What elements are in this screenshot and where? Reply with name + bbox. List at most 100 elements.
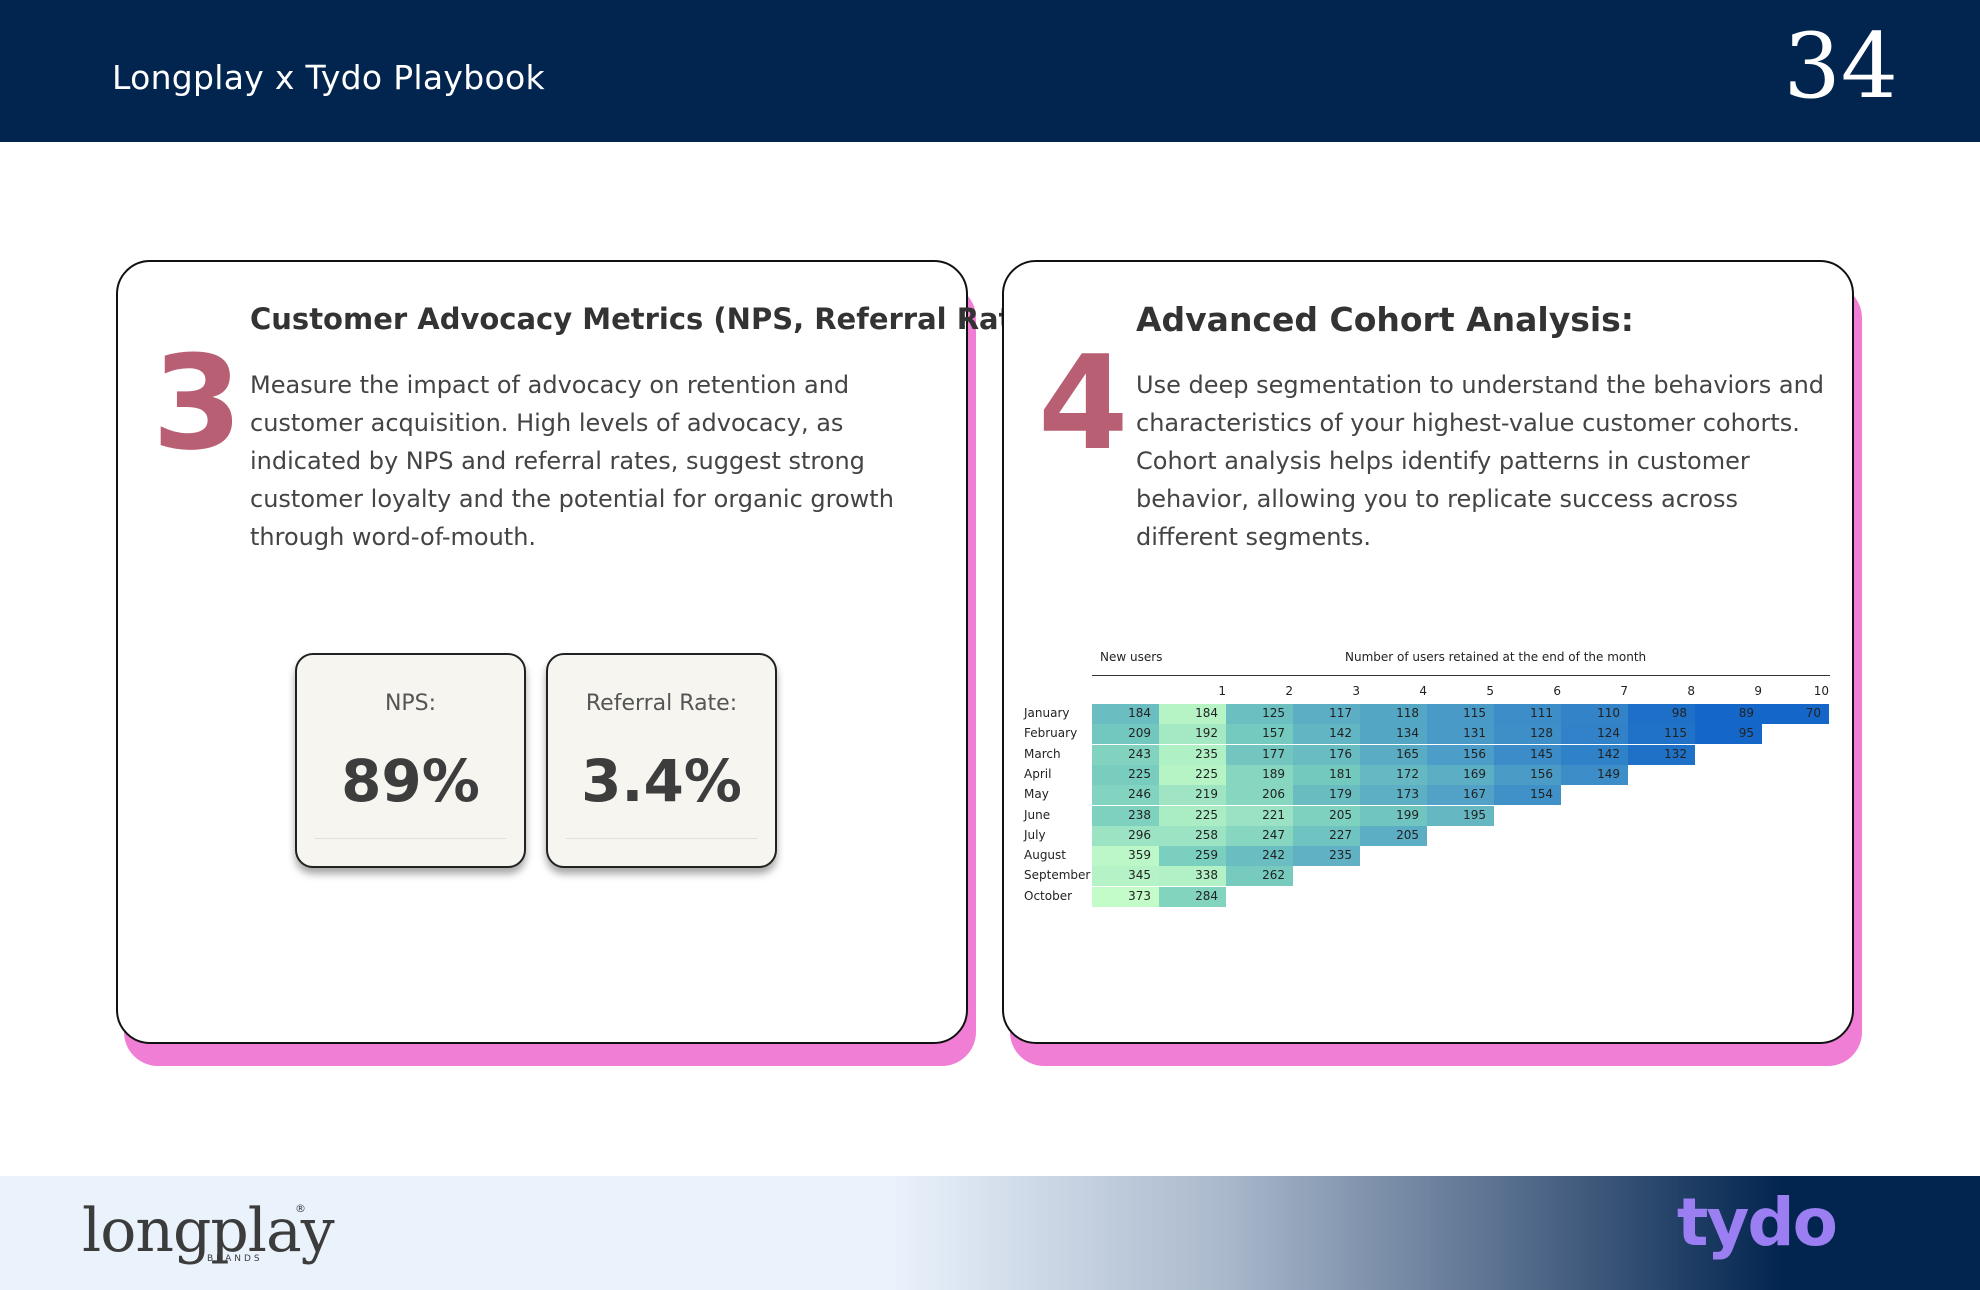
- cohort-heatmap: New users Number of users retained at th…: [1020, 640, 1830, 920]
- row-label: July: [1024, 827, 1046, 842]
- referral-rate-metric-card: Referral Rate: 3.4%: [546, 653, 777, 868]
- retention-cell: 131: [1427, 724, 1494, 745]
- retention-cell: 258: [1159, 825, 1226, 846]
- card-customer-advocacy: 3 Customer Advocacy Metrics (NPS, Referr…: [116, 260, 1057, 1044]
- retention-cell: 205: [1360, 825, 1427, 846]
- row-label: January: [1024, 706, 1070, 720]
- registered-mark: ®: [295, 1202, 306, 1215]
- retention-cell: 235: [1159, 744, 1226, 765]
- header-rule: [1092, 675, 1830, 676]
- row-label: May: [1024, 787, 1049, 802]
- retention-cell: 118: [1360, 704, 1427, 724]
- retention-cell: 111: [1494, 704, 1561, 724]
- retention-cell: 181: [1293, 764, 1360, 785]
- retention-cell: 165: [1360, 744, 1427, 765]
- row-label: March: [1024, 746, 1061, 761]
- new-users-cell: 296: [1092, 825, 1159, 846]
- column-label: 10: [1813, 684, 1829, 698]
- retention-cell: 145: [1494, 744, 1561, 765]
- new-users-cell: 184: [1092, 704, 1159, 724]
- card-body: Use deep segmentation to understand the …: [1136, 371, 1825, 551]
- retention-cell: 149: [1561, 764, 1628, 785]
- retention-cell: 142: [1561, 744, 1628, 765]
- retention-cell: 142: [1293, 724, 1360, 745]
- nps-value: 89%: [341, 747, 480, 815]
- footer-bar: longplay BRANDS ® tydo: [0, 1176, 1980, 1290]
- longplay-logo-subtitle: BRANDS: [207, 1254, 263, 1264]
- retention-cell: 177: [1226, 744, 1293, 765]
- retention-cell: 176: [1293, 744, 1360, 765]
- retention-cell: 156: [1427, 744, 1494, 765]
- row-label: February: [1024, 726, 1078, 741]
- retention-cell: 259: [1159, 846, 1226, 867]
- retention-cell: 262: [1226, 866, 1293, 887]
- row-label: June: [1024, 807, 1051, 822]
- retention-cell: 128: [1494, 724, 1561, 745]
- retention-cell: 225: [1159, 764, 1226, 785]
- retention-cell: 247: [1226, 825, 1293, 846]
- column-label: 4: [1419, 684, 1427, 698]
- card-body: Measure the impact of advocacy on retent…: [250, 371, 894, 551]
- retention-cell: 221: [1226, 805, 1293, 826]
- retention-cell: 195: [1427, 805, 1494, 826]
- retention-cell: 172: [1360, 764, 1427, 785]
- retention-cell: 157: [1226, 724, 1293, 745]
- retention-cell: 205: [1293, 805, 1360, 826]
- column-label: 3: [1352, 684, 1360, 698]
- row-label: October: [1024, 888, 1073, 903]
- page-number: 34: [1783, 14, 1898, 119]
- retention-cell: 189: [1226, 764, 1293, 785]
- retention-cell: 173: [1360, 785, 1427, 806]
- column-label: 2: [1285, 684, 1293, 698]
- new-users-cell: 373: [1092, 886, 1159, 907]
- retention-cell: 338: [1159, 866, 1226, 887]
- card-cohort-analysis: 4 Advanced Cohort Analysis: Use deep seg…: [1002, 260, 1854, 1044]
- nps-label: NPS:: [384, 691, 437, 716]
- retention-cell: 110: [1561, 704, 1628, 724]
- retention-cell: 242: [1226, 846, 1293, 867]
- retention-cell: 124: [1561, 724, 1628, 745]
- retention-cell: 95: [1695, 724, 1762, 745]
- column-label: 5: [1486, 684, 1494, 698]
- retention-cell: 169: [1427, 764, 1494, 785]
- retention-cell: 179: [1293, 785, 1360, 806]
- card-title: Advanced Cohort Analysis:: [1136, 300, 1634, 339]
- retention-cell: 98: [1628, 704, 1695, 724]
- retention-cell: 89: [1695, 704, 1762, 724]
- retention-cell: 225: [1159, 805, 1226, 826]
- card-number: 3: [152, 327, 243, 479]
- referral-rate-label: Referral Rate:: [585, 691, 738, 716]
- card-title: Customer Advocacy Metrics (NPS, Referral…: [250, 302, 1057, 336]
- row-label: August: [1024, 848, 1066, 863]
- metric-divider: [315, 838, 506, 839]
- metric-divider: [566, 838, 757, 839]
- nps-metric-card: NPS: 89%: [295, 653, 526, 868]
- new-users-cell: 225: [1092, 764, 1159, 785]
- retention-cell: 199: [1360, 805, 1427, 826]
- new-users-cell: 345: [1092, 866, 1159, 887]
- column-label: 8: [1687, 684, 1695, 698]
- column-label: 7: [1620, 684, 1628, 698]
- retention-cell: 117: [1293, 704, 1360, 724]
- new-users-cell: 246: [1092, 785, 1159, 806]
- new-users-cell: 209: [1092, 724, 1159, 745]
- longplay-logo: longplay: [82, 1196, 335, 1266]
- tydo-logo: tydo: [1676, 1184, 1838, 1261]
- row-label: April: [1024, 766, 1052, 781]
- retention-cell: 206: [1226, 785, 1293, 806]
- row-label: September: [1024, 868, 1091, 883]
- card-number: 4: [1038, 327, 1129, 479]
- column-label: 1: [1218, 684, 1226, 698]
- retention-cell: 154: [1494, 785, 1561, 806]
- retention-cell: 70: [1762, 704, 1829, 724]
- column-label: 6: [1553, 684, 1561, 698]
- retention-cell: 219: [1159, 785, 1226, 806]
- header-title: Longplay x Tydo Playbook: [112, 58, 545, 97]
- retention-cell: 227: [1293, 825, 1360, 846]
- retention-cell: 134: [1360, 724, 1427, 745]
- retention-cell: 284: [1159, 886, 1226, 907]
- retention-cell: 115: [1628, 724, 1695, 745]
- new-users-cell: 238: [1092, 805, 1159, 826]
- retention-cell: 235: [1293, 846, 1360, 867]
- column-label: 9: [1754, 684, 1762, 698]
